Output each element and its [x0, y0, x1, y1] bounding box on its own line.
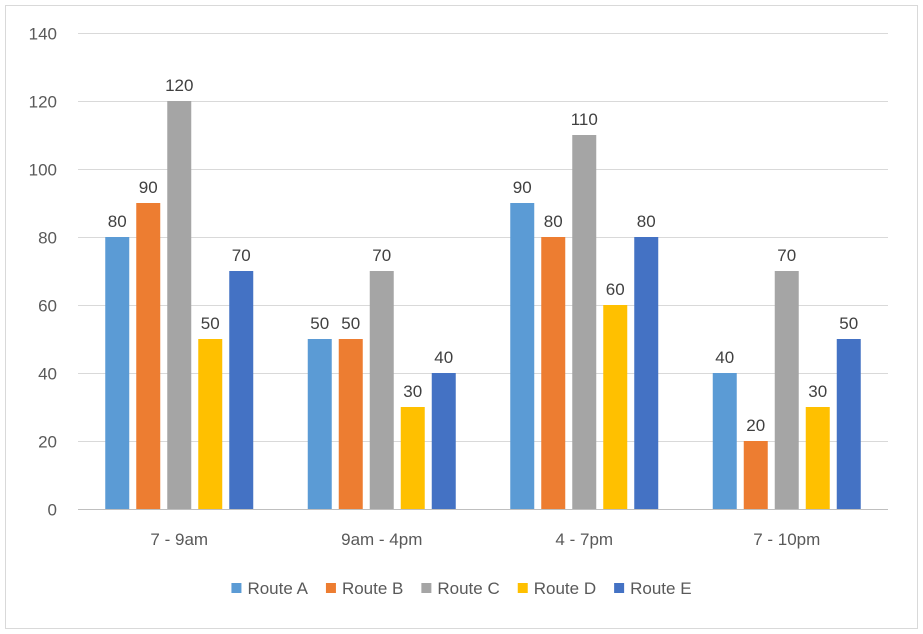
data-labels: 80 90 120 50 70 50 50 70 30 40 90 80 110 60 80 40 20 70 30…	[108, 76, 858, 435]
legend-item: Route C	[421, 579, 500, 598]
data-label: 80	[544, 212, 563, 231]
legend-label: Route C	[437, 579, 499, 598]
data-label: 50	[201, 314, 220, 333]
bars	[105, 101, 861, 509]
y-tick-label: 100	[29, 161, 57, 180]
y-tick-label: 40	[38, 365, 57, 384]
bar-route-e	[836, 339, 861, 509]
data-label: 50	[310, 314, 329, 333]
bar-route-a	[307, 339, 332, 509]
y-axis-ticks: 0 20 40 60 80 100 120 140	[29, 25, 57, 520]
data-label: 90	[513, 178, 532, 197]
data-label: 50	[839, 314, 858, 333]
legend-swatch	[421, 583, 432, 593]
legend-item: Route E	[614, 579, 692, 598]
legend-swatch	[231, 583, 242, 593]
bar-route-e	[634, 237, 659, 509]
data-label: 50	[341, 314, 360, 333]
legend-item: Route A	[231, 579, 309, 598]
bar-route-b	[338, 339, 363, 509]
legend-swatch	[614, 583, 625, 593]
y-tick-label: 80	[38, 229, 57, 248]
data-label: 20	[746, 416, 765, 435]
bar-route-b	[743, 441, 768, 509]
y-tick-label: 0	[48, 501, 57, 520]
legend-item: Route D	[517, 579, 596, 598]
y-tick-label: 20	[38, 433, 57, 452]
bar-route-e	[431, 373, 456, 509]
bar-route-a	[510, 203, 535, 509]
bar-route-d	[198, 339, 223, 509]
data-label: 80	[108, 212, 127, 231]
x-tick-label: 4 - 7pm	[555, 530, 613, 549]
data-label: 120	[165, 76, 193, 95]
bar-route-c	[167, 101, 192, 509]
bar-route-c	[774, 271, 799, 509]
data-label: 70	[232, 246, 251, 265]
y-tick-label: 60	[38, 297, 57, 316]
legend: Route A Route B Route C Route D Route E	[231, 579, 692, 598]
data-label: 60	[606, 280, 625, 299]
data-label: 30	[808, 382, 827, 401]
legend-item: Route B	[325, 579, 403, 598]
bar-route-a	[105, 237, 130, 509]
data-label: 70	[372, 246, 391, 265]
data-label: 40	[715, 348, 734, 367]
x-tick-label: 7 - 10pm	[753, 530, 820, 549]
bar-route-e	[229, 271, 254, 509]
legend-label: Route E	[630, 579, 691, 598]
data-label: 110	[571, 110, 598, 129]
data-label: 30	[403, 382, 422, 401]
bar-route-a	[712, 373, 737, 509]
bar-route-c	[369, 271, 394, 509]
bar-route-d	[805, 407, 830, 509]
bar-route-b	[541, 237, 566, 509]
x-tick-label: 7 - 9am	[150, 530, 208, 549]
legend-label: Route A	[247, 579, 308, 598]
y-tick-label: 120	[29, 93, 57, 112]
bar-route-c	[572, 135, 597, 509]
data-label: 40	[434, 348, 453, 367]
legend-swatch	[517, 583, 528, 593]
data-label: 80	[637, 212, 656, 231]
x-tick-label: 9am - 4pm	[341, 530, 422, 549]
bar-route-d	[400, 407, 425, 509]
legend-label: Route B	[342, 579, 403, 598]
data-label: 90	[139, 178, 158, 197]
y-tick-label: 140	[29, 25, 57, 44]
data-label: 70	[777, 246, 796, 265]
bar-route-b	[136, 203, 161, 509]
legend-label: Route D	[534, 579, 596, 598]
legend-swatch	[325, 583, 336, 593]
bar-route-d	[603, 305, 628, 509]
x-axis-ticks: 7 - 9am 9am - 4pm 4 - 7pm 7 - 10pm	[150, 530, 820, 549]
